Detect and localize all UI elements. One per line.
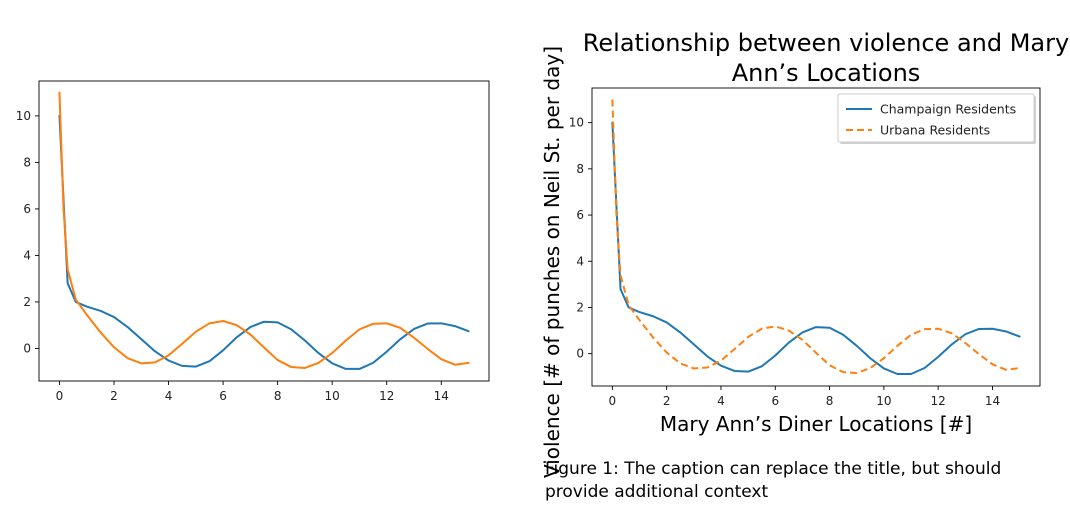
x-tick-label: 8 bbox=[274, 389, 282, 403]
y-tick-label: 0 bbox=[23, 341, 31, 355]
legend-label: Urbana Residents bbox=[880, 123, 990, 138]
plot-frame bbox=[38, 80, 490, 382]
plot-frame bbox=[591, 87, 1041, 387]
series-line-champaign-residents bbox=[611, 121, 1021, 375]
y-tick-label: 10 bbox=[16, 109, 31, 123]
y-tick-label: 6 bbox=[23, 202, 31, 216]
x-tick-label: 12 bbox=[931, 394, 946, 408]
x-tick-label: 14 bbox=[985, 394, 1000, 408]
series-line-orange bbox=[58, 91, 470, 369]
x-tick-label: 12 bbox=[379, 389, 394, 403]
x-tick-label: 2 bbox=[110, 389, 118, 403]
right-chart: 0 2 4 6 8 10 12 14 0 2 4 6 8 10 Relationship between v… bbox=[540, 29, 1069, 478]
legend-box bbox=[837, 93, 1035, 143]
x-tick-label: 2 bbox=[663, 394, 671, 408]
x-tick-label: 6 bbox=[771, 394, 779, 408]
y-axis-label: Violence [# of punches on Neil St. per d… bbox=[540, 46, 564, 478]
y-tick-label: 4 bbox=[576, 254, 584, 268]
y-tick-label: 2 bbox=[576, 300, 584, 314]
x-tick-label: 0 bbox=[56, 389, 64, 403]
x-axis-label: Mary Ann’s Diner Locations [#] bbox=[660, 412, 972, 436]
y-tick-label: 8 bbox=[576, 162, 584, 176]
x-tick-label: 6 bbox=[219, 389, 227, 403]
x-tick-label: 8 bbox=[826, 394, 834, 408]
y-tick-label: 4 bbox=[23, 248, 31, 262]
y-tick-label: 0 bbox=[576, 347, 584, 361]
y-tick-label: 8 bbox=[23, 155, 31, 169]
chart-title-line: Relationship between violence and Mary bbox=[583, 29, 1069, 57]
left-chart: 0 2 4 6 8 10 12 14 0 2 4 6 8 10 bbox=[16, 80, 490, 403]
x-tick-label: 0 bbox=[609, 394, 617, 408]
series-line-blue bbox=[58, 114, 470, 370]
y-tick-label: 2 bbox=[23, 295, 31, 309]
chart-title-line: Ann’s Locations bbox=[732, 59, 921, 87]
y-tick-label: 6 bbox=[576, 208, 584, 222]
x-tick-label: 10 bbox=[325, 389, 340, 403]
x-tick-label: 4 bbox=[717, 394, 725, 408]
x-tick-label: 4 bbox=[165, 389, 173, 403]
legend-label: Champaign Residents bbox=[880, 102, 1016, 117]
y-tick-label: 10 bbox=[569, 116, 584, 130]
x-tick-label: 10 bbox=[876, 394, 891, 408]
figure-caption: Figure 1: The caption can replace the ti… bbox=[545, 459, 1002, 502]
x-tick-label: 14 bbox=[434, 389, 449, 403]
series-line-urbana-residents bbox=[611, 99, 1020, 375]
legend: Champaign Residents Urbana Residents bbox=[837, 93, 1036, 144]
